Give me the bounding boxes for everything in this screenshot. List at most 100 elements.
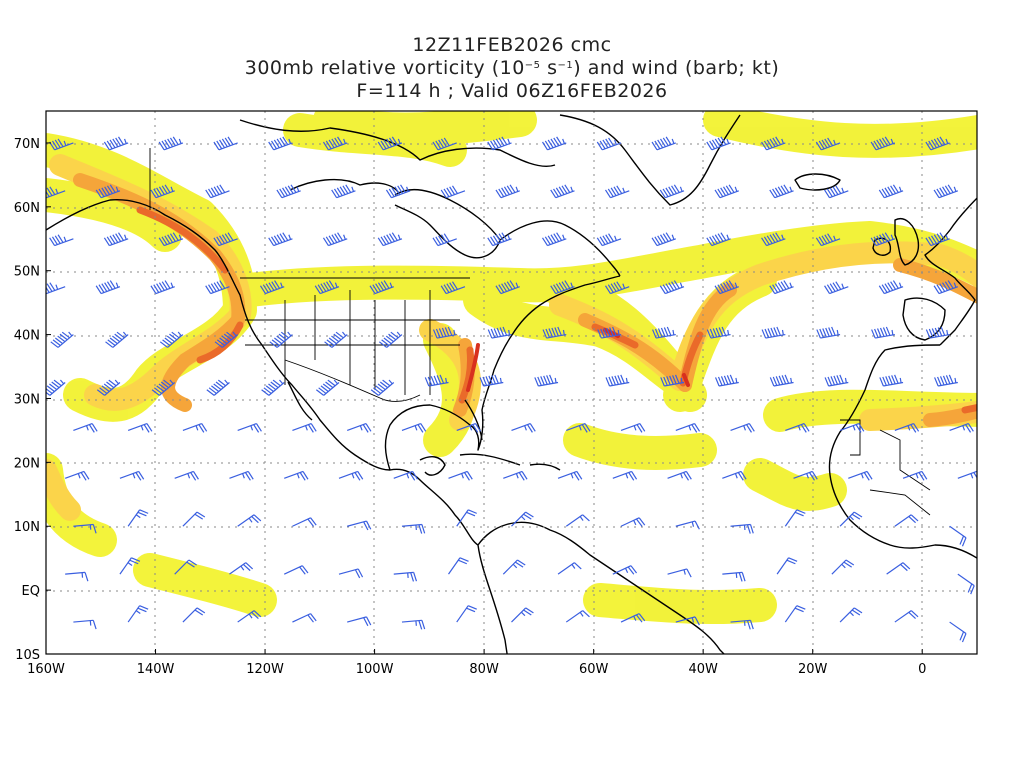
wind-barb	[377, 136, 403, 151]
x-axis-labels: 160W 140W 120W 100W 80W 60W 40W 20W 0	[27, 662, 926, 677]
wind-barb	[652, 326, 676, 339]
wind-barb	[182, 511, 206, 527]
wind-barb	[331, 184, 356, 199]
wind-barb	[933, 280, 959, 295]
wind-barb	[214, 331, 239, 348]
title-line-2-post: ) and wind (barb; kt)	[573, 57, 780, 79]
wind-barb	[925, 232, 950, 247]
wind-barb	[957, 470, 977, 479]
wind-barb	[292, 423, 317, 433]
island-cuba	[459, 453, 521, 466]
coast-iberia	[902, 297, 946, 341]
wind-barb	[894, 514, 919, 527]
wind-barb	[934, 374, 958, 387]
wind-barb	[816, 326, 841, 339]
vorticity-shading	[46, 111, 977, 625]
wind-barb	[949, 621, 967, 643]
y-tick-label: EQ	[22, 584, 40, 599]
coast-africa	[828, 344, 977, 559]
wind-barb	[385, 184, 411, 199]
y-tick-label: 30N	[14, 392, 40, 407]
wind-barb	[347, 520, 372, 531]
wind-barb	[119, 557, 141, 575]
wind-barb	[127, 605, 149, 623]
wind-barb	[393, 470, 419, 481]
wind-barb	[159, 331, 184, 348]
coast-florida	[464, 399, 483, 441]
title-line-2-pre: 300mb relative vorticity (10	[244, 57, 525, 79]
wind-barb	[322, 136, 348, 151]
wind-barb	[237, 423, 262, 433]
island-britain	[894, 218, 920, 266]
wind-barb	[784, 605, 806, 623]
wind-barb	[46, 186, 66, 199]
wind-barb	[730, 423, 755, 433]
wind-barb	[487, 326, 512, 339]
wind-barb	[776, 557, 798, 575]
wind-barb	[815, 137, 841, 151]
y-tick-label: 10S	[15, 648, 40, 663]
wind-barb	[205, 184, 230, 199]
wind-barb	[205, 280, 230, 295]
wind-barb	[315, 379, 340, 396]
wind-barb	[370, 379, 395, 396]
wind-barb	[894, 423, 920, 433]
wind-barbs	[46, 136, 977, 643]
wind-barb	[261, 379, 285, 396]
coast-arctic-islands	[239, 119, 556, 167]
wind-barb	[839, 423, 865, 433]
wind-barb	[292, 613, 317, 623]
wind-barb	[542, 136, 567, 151]
wind-barb	[949, 525, 967, 547]
wind-barb	[565, 610, 590, 623]
wind-barb	[182, 423, 208, 433]
y-tick-label: 10N	[14, 520, 40, 535]
wind-barb	[237, 514, 262, 527]
coast-gulf-mexico	[384, 275, 621, 471]
wind-barb	[722, 470, 747, 481]
wind-barb	[487, 136, 512, 151]
wind-barb	[229, 470, 254, 481]
wind-barb	[651, 232, 676, 247]
wind-barb	[158, 136, 184, 151]
wind-barb	[103, 232, 129, 247]
wind-barb	[831, 559, 855, 575]
wind-barb	[730, 619, 754, 630]
wind-barb	[596, 233, 622, 247]
wind-barb	[815, 233, 841, 247]
wind-barb	[848, 470, 873, 481]
wind-barb	[605, 374, 630, 387]
plot-frame	[45, 110, 978, 655]
wind-barb	[393, 571, 418, 582]
wind-barb	[440, 281, 466, 295]
wind-barb	[651, 136, 676, 151]
wind-barb	[824, 185, 849, 199]
wind-barb	[925, 326, 950, 339]
x-tick-label: 120W	[246, 662, 284, 677]
wind-barb	[878, 184, 904, 199]
wind-barb	[229, 562, 254, 575]
wind-barb	[714, 280, 739, 295]
wind-barb	[119, 470, 145, 481]
wind-barb	[479, 374, 504, 387]
x-tick-label: 140W	[137, 662, 175, 677]
wind-barb	[722, 571, 746, 582]
wind-barb	[714, 184, 739, 199]
wind-barb	[213, 232, 238, 247]
wind-barb	[502, 559, 526, 575]
wind-barb	[432, 137, 457, 151]
wind-barb	[127, 509, 149, 527]
wind-barb	[440, 185, 466, 199]
wind-barb	[347, 423, 372, 433]
wind-barb	[73, 619, 97, 630]
wind-barb	[127, 423, 153, 433]
wind-barb	[612, 470, 638, 481]
wind-barb	[565, 514, 590, 527]
wind-barb	[237, 610, 262, 623]
wind-barb	[432, 326, 457, 339]
wind-barb	[511, 511, 534, 527]
wind-barb	[324, 331, 348, 348]
wind-barb	[949, 423, 974, 433]
wind-barb	[182, 607, 206, 623]
